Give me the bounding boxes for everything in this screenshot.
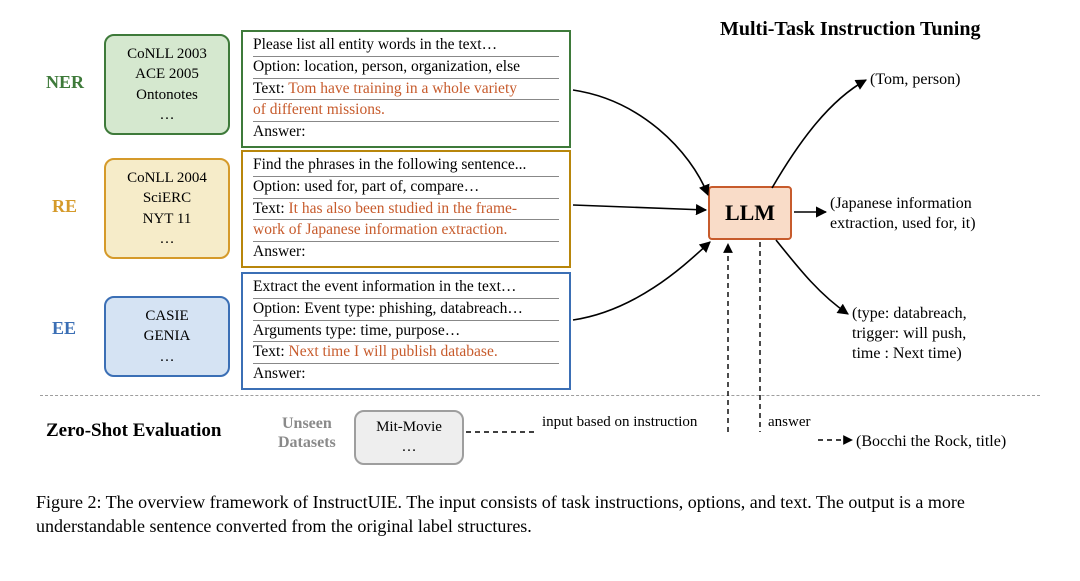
dataset-line: Ontonotes: [120, 85, 214, 105]
main-title: Multi-Task Instruction Tuning: [720, 18, 980, 41]
dataset-line: …: [120, 347, 214, 367]
task-label-ee: EE: [52, 318, 76, 339]
prompt-line: Text: Next time I will publish database.: [253, 342, 559, 364]
task-label-ner: NER: [46, 72, 84, 93]
dataset-line: …: [120, 105, 214, 125]
prompt-line: Answer:: [253, 122, 559, 143]
unseen-datasets-label: Unseen Datasets: [278, 414, 336, 452]
output-zero-shot: (Bocchi the Rock, title): [856, 432, 1006, 452]
diagram-canvas: Multi-Task Instruction Tuning NER CoNLL …: [0, 0, 1080, 581]
unseen-line: …: [368, 438, 450, 458]
prompt-line: Please list all entity words in the text…: [253, 35, 559, 57]
dataset-line: CoNLL 2003: [120, 44, 214, 64]
prompt-line: Text: Tom have training in a whole varie…: [253, 79, 559, 101]
figure-caption: Figure 2: The overview framework of Inst…: [36, 490, 1046, 539]
prompt-box-ee: Extract the event information in the tex…: [241, 272, 571, 390]
llm-box: LLM: [708, 186, 792, 240]
prompt-line: Option: used for, part of, compare…: [253, 177, 559, 199]
prompt-box-ner: Please list all entity words in the text…: [241, 30, 571, 148]
prompt-line: of different missions.: [253, 100, 559, 122]
dataset-line: NYT 11: [120, 209, 214, 229]
prompt-line: Answer:: [253, 364, 559, 385]
zero-shot-heading: Zero-Shot Evaluation: [46, 420, 221, 442]
prompt-line: work of Japanese information extraction.: [253, 220, 559, 242]
dataset-line: SciERC: [120, 188, 214, 208]
dataset-line: CASIE: [120, 306, 214, 326]
prompt-line: Text: It has also been studied in the fr…: [253, 199, 559, 221]
prompt-line: Find the phrases in the following senten…: [253, 155, 559, 177]
prompt-line: Answer:: [253, 242, 559, 263]
unseen-line: Mit-Movie: [368, 418, 450, 438]
dashed-divider: [40, 395, 1040, 396]
dataset-box-ee: CASIE GENIA …: [104, 296, 230, 377]
task-label-re: RE: [52, 196, 77, 217]
prompt-line: Option: location, person, organization, …: [253, 57, 559, 79]
dataset-line: GENIA: [120, 326, 214, 346]
prompt-line: Arguments type: time, purpose…: [253, 321, 559, 343]
prompt-box-re: Find the phrases in the following senten…: [241, 150, 571, 268]
unseen-box: Mit-Movie …: [354, 410, 464, 465]
dataset-line: CoNLL 2004: [120, 168, 214, 188]
dataset-line: …: [120, 229, 214, 249]
prompt-line: Extract the event information in the tex…: [253, 277, 559, 299]
output-ner: (Tom, person): [870, 70, 960, 90]
dataset-line: ACE 2005: [120, 64, 214, 84]
input-instruction-label: input based on instruction: [542, 414, 697, 431]
prompt-line: Option: Event type: phishing, databreach…: [253, 299, 559, 321]
dataset-box-re: CoNLL 2004 SciERC NYT 11 …: [104, 158, 230, 259]
answer-label: answer: [768, 414, 810, 431]
dataset-box-ner: CoNLL 2003 ACE 2005 Ontonotes …: [104, 34, 230, 135]
output-re: (Japanese information extraction, used f…: [830, 194, 976, 234]
output-ee: (type: databreach, trigger: will push, t…: [852, 304, 967, 364]
